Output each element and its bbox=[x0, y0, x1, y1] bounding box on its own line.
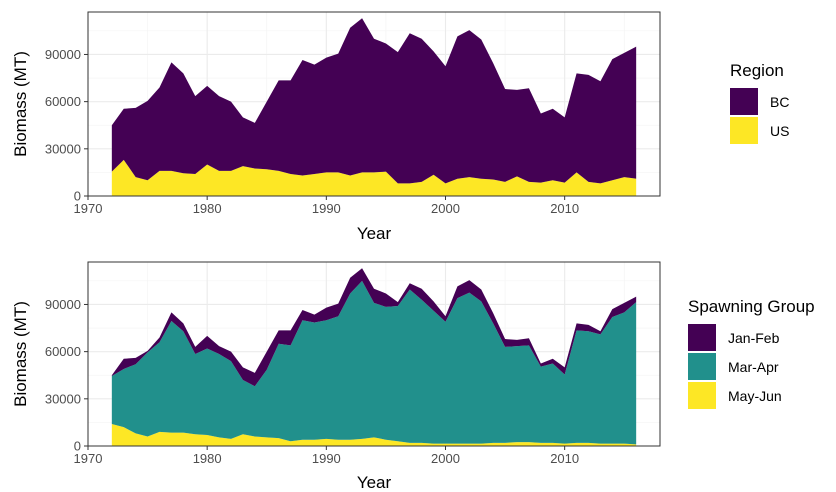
area-us bbox=[111, 159, 637, 196]
legend-title: Spawning Group bbox=[688, 297, 815, 316]
area-bc bbox=[111, 18, 637, 184]
x-axis: 1970 1980 1990 2000 2010 bbox=[74, 446, 579, 466]
legend: Region BC US bbox=[730, 61, 789, 144]
x-tick-label: 2010 bbox=[550, 201, 579, 216]
y-tick-label: 30000 bbox=[45, 141, 81, 156]
x-tick-label: 1990 bbox=[312, 201, 341, 216]
x-axis: 1970 1980 1990 2000 2010 bbox=[74, 196, 579, 216]
area-may-jun bbox=[111, 423, 637, 446]
panel-border bbox=[87, 11, 661, 197]
y-tick-label: 30000 bbox=[45, 391, 81, 406]
legend-swatch-may-jun bbox=[688, 382, 716, 409]
x-tick-label: 1970 bbox=[74, 451, 103, 466]
chart-top: 1970 1980 1990 2000 2010 0 30000 60000 90000 Ye… bbox=[11, 11, 789, 243]
x-tick-label: 2000 bbox=[431, 201, 460, 216]
panel-border bbox=[87, 261, 661, 447]
x-tick-label: 1980 bbox=[193, 201, 222, 216]
y-tick-label: 60000 bbox=[45, 344, 81, 359]
legend-label-us: US bbox=[770, 123, 789, 139]
legend-swatch-mar-apr bbox=[688, 353, 716, 380]
legend-swatch-bc bbox=[730, 88, 758, 115]
chart-bottom: 1970 1980 1990 2000 2010 0 30000 60000 90000 Ye… bbox=[11, 261, 815, 492]
x-tick-label: 1970 bbox=[74, 201, 103, 216]
y-tick-label: 0 bbox=[74, 439, 81, 454]
y-axis-title: Biomass (MT) bbox=[11, 301, 30, 407]
area-mar-apr bbox=[111, 280, 637, 445]
area-layers bbox=[111, 18, 637, 196]
x-tick-label: 1990 bbox=[312, 451, 341, 466]
x-tick-label: 1980 bbox=[193, 451, 222, 466]
legend-swatch-us bbox=[730, 117, 758, 144]
x-axis-title: Year bbox=[357, 473, 392, 492]
y-tick-label: 60000 bbox=[45, 94, 81, 109]
legend-title: Region bbox=[730, 61, 784, 80]
y-axis: 0 30000 60000 90000 bbox=[45, 47, 88, 204]
y-tick-label: 90000 bbox=[45, 297, 81, 312]
y-tick-label: 0 bbox=[74, 189, 81, 204]
area-jan-feb bbox=[111, 268, 637, 387]
y-tick-label: 90000 bbox=[45, 47, 81, 62]
area-layers bbox=[111, 268, 637, 446]
legend-label-bc: BC bbox=[770, 94, 789, 110]
legend-label-jan-feb: Jan-Feb bbox=[728, 330, 780, 346]
x-axis-title: Year bbox=[357, 224, 392, 243]
legend-swatch-jan-feb bbox=[688, 324, 716, 351]
x-tick-label: 2010 bbox=[550, 451, 579, 466]
legend-label-may-jun: May-Jun bbox=[728, 388, 782, 404]
legend: Spawning Group Jan-Feb Mar-Apr May-Jun bbox=[688, 297, 815, 409]
y-axis-title: Biomass (MT) bbox=[11, 51, 30, 157]
x-tick-label: 2000 bbox=[431, 451, 460, 466]
y-axis: 0 30000 60000 90000 bbox=[45, 297, 88, 454]
legend-label-mar-apr: Mar-Apr bbox=[728, 359, 779, 375]
